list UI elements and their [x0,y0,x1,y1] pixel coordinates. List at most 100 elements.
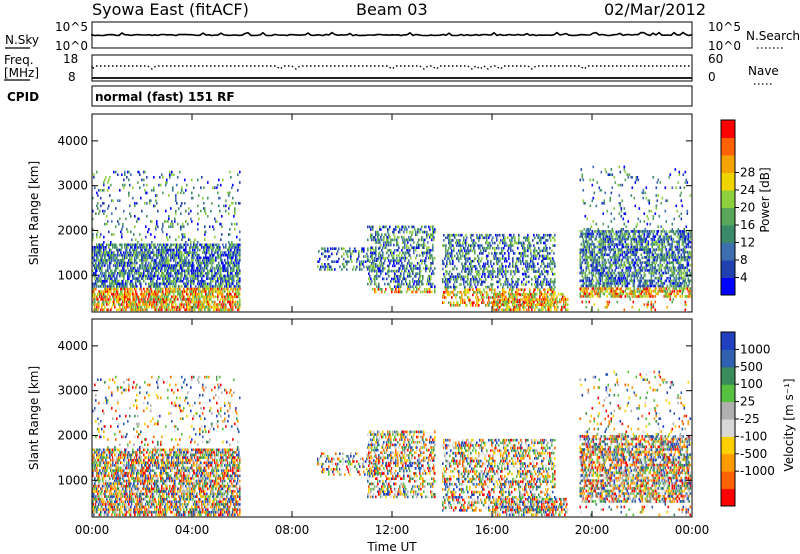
echo-cell [403,272,405,275]
echo-cell [381,256,383,260]
echo-cell [178,292,180,296]
echo-cell [177,287,179,291]
echo-cell [136,251,138,254]
echo-cell [494,257,496,260]
echo-cell [523,308,525,312]
echo-cell [395,225,397,229]
echo-cell [211,290,213,293]
echo-cell [432,256,434,260]
echo-cell [111,256,113,260]
echo-cell [407,272,409,275]
echo-cell [99,264,101,267]
echo-cell [320,265,322,269]
echo-cell [486,293,488,297]
echo-cell [444,275,446,278]
echo-cell [168,217,170,221]
echo-cell [210,277,212,280]
echo-cell [498,257,500,260]
echo-cell [496,246,498,250]
echo-cell [224,279,226,283]
echo-cell [501,295,503,299]
echo-cell [516,280,518,284]
echo-cell [218,253,220,257]
echo-cell [523,272,525,276]
echo-cell [381,262,383,265]
echo-cell [151,285,153,288]
echo-cell [209,292,211,296]
echo-cell [206,272,208,275]
echo-cell [474,275,476,278]
echo-cell [530,252,532,255]
echo-cell [130,251,132,254]
echo-cell [125,308,127,312]
echo-cell [467,259,469,263]
echo-cell [199,256,201,260]
echo-cell [237,259,239,262]
echo-cell [95,274,97,278]
echo-cell [447,236,449,240]
echo-cell [515,241,517,245]
echo-cell [471,301,473,304]
echo-cell [420,228,422,231]
echo-cell [130,259,132,262]
echo-cell [147,256,149,260]
echo-cell [516,270,518,273]
echo-cell [491,291,493,294]
echo-cell [93,292,95,296]
echo-cell [412,230,414,234]
echo-cell [411,262,413,265]
echo-cell [518,236,520,240]
echo-cell [104,292,106,296]
echo-cell [163,243,165,247]
echo-cell [140,308,142,312]
echo-cell [122,292,124,296]
echo-cell [477,288,479,291]
echo-cell [179,305,181,309]
echo-cell [467,296,469,299]
echo-cell [398,246,400,249]
echo-cell [124,269,126,273]
echo-cell [551,262,553,266]
echo-cell [220,183,222,187]
echo-cell [142,266,144,270]
echo-cell [146,266,148,270]
echo-cell [100,290,102,293]
echo-cell [193,292,195,296]
echo-cell [124,264,126,267]
echo-cell [239,292,241,296]
echo-cell [520,241,522,245]
echo-cell [225,253,227,257]
echo-cell [204,248,206,252]
echo-cell [499,233,501,237]
echo-cell [216,248,218,252]
echo-cell [120,308,122,312]
echo-cell [158,290,160,293]
echo-cell [108,230,110,234]
echo-cell [427,277,429,281]
echo-cell [166,282,168,286]
echo-cell [462,254,464,258]
echo-cell [399,277,401,281]
echo-cell [109,279,111,283]
echo-cell [376,241,378,244]
echo-cell [228,264,230,267]
echo-cell [117,253,119,257]
echo-cell [239,202,241,205]
echo-cell [543,267,545,271]
echo-cell [185,209,187,213]
echo-cell [111,279,113,283]
echo-cell [119,298,121,301]
echo-cell [144,259,146,262]
echo-cell [218,261,220,265]
echo-cell [496,262,498,266]
echo-cell [218,248,220,252]
echo-cell [203,282,205,286]
echo-cell [457,301,459,304]
echo-cell [115,264,117,267]
echo-cell [430,233,432,236]
echo-cell [167,292,169,296]
echo-cell [102,246,104,249]
echo-cell [539,272,541,276]
echo-cell [363,247,365,250]
echo-cell [227,256,229,260]
